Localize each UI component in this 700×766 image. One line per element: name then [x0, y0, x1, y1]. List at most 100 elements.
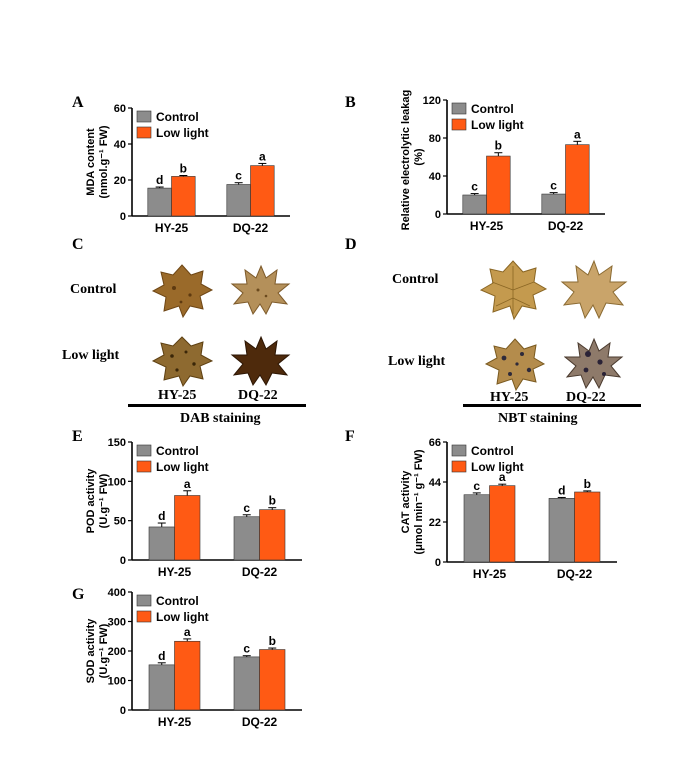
legend-swatch-a — [136, 110, 152, 123]
chart-mda-content: 0 20 40 60 MDA content(nmol.g⁻¹ FW) d b HY-25 c a… — [85, 103, 290, 235]
legend-label-g: Control — [156, 594, 199, 608]
dab-staining-label: DAB staining — [180, 411, 261, 426]
bar-b-control-hy-25 — [462, 194, 487, 215]
y-tick-label-e: 50 — [114, 516, 126, 528]
y-tick-label-f: 22 — [429, 517, 441, 529]
leaf-image-nbt-dq22-low-light — [564, 337, 624, 390]
y-axis-label-f: CAT activity(μmol min⁻¹ g⁻¹ FW) — [400, 449, 425, 554]
bar-e-low-light-hy-25 — [174, 495, 201, 561]
chart-cat-activity: 0 22 44 66 CAT activity(μmol min⁻¹ g⁻¹ FW) c a… — [400, 437, 617, 581]
leaf-image-dab-hy25-control — [151, 264, 214, 319]
y-axis-label-line: (μmol min⁻¹ g⁻¹ FW) — [413, 449, 425, 554]
nbt-col-hy25: HY-25 — [490, 390, 529, 405]
legend-swatch-e — [136, 444, 152, 457]
nbt-divider — [463, 404, 641, 407]
x-tick-label-f: HY-25 — [473, 567, 507, 581]
y-tick-label-e: 100 — [108, 476, 126, 488]
nbt-staining-label: NBT staining — [498, 411, 578, 426]
legend-label-f: Low light — [471, 460, 524, 474]
y-tick-label-b: 0 — [435, 209, 441, 221]
bar-f-control-hy-25 — [463, 494, 490, 563]
leaf-image-dab-hy25-low-light — [151, 336, 214, 388]
legend-label-e: Low light — [156, 460, 209, 474]
y-tick-label-a: 40 — [114, 139, 126, 151]
nbt-row-low-light: Low light — [388, 354, 446, 369]
y-tick-label-e: 0 — [120, 555, 126, 567]
legend-label-f: Control — [471, 444, 514, 458]
y-axis-label-line: (U.g⁻¹ FW) — [98, 623, 110, 678]
y-tick-label-g: 400 — [108, 587, 126, 599]
legend-label-b: Control — [471, 102, 514, 116]
chart-sod-activity: 0 100 200 300 400 SOD activity(U.g⁻¹ FW) d a HY-… — [85, 587, 302, 729]
leaf-image-nbt-hy25-low-light — [484, 338, 546, 392]
bar-g-control-dq-22 — [233, 656, 260, 711]
y-tick-label-f: 44 — [429, 477, 442, 489]
y-axis-label-line: Relative electrolytic leakage — [400, 90, 412, 230]
legend-swatch-f — [451, 460, 467, 473]
x-tick-label-b: HY-25 — [470, 219, 504, 233]
dab-divider — [128, 404, 306, 407]
legend-label-a: Low light — [156, 126, 209, 140]
bar-a-control-hy-25 — [147, 187, 172, 217]
y-axis-label-line: (nmol.g⁻¹ FW) — [98, 125, 110, 198]
y-tick-label-b: 40 — [429, 171, 441, 183]
bar-a-control-dq-22 — [226, 184, 251, 217]
y-axis-label-line: SOD activity — [85, 618, 97, 684]
significance-letter-f: d — [558, 483, 565, 497]
bar-e-low-light-dq-22 — [259, 509, 286, 561]
y-tick-label-g: 300 — [108, 617, 126, 629]
x-tick-label-g: DQ-22 — [242, 715, 278, 729]
y-tick-label-b: 120 — [423, 95, 441, 107]
y-axis-label-line: CAT activity — [400, 470, 412, 534]
legend-label-g: Low light — [156, 610, 209, 624]
bar-b-low-light-hy-25 — [486, 155, 511, 215]
x-tick-label-f: DQ-22 — [557, 567, 593, 581]
bar-f-low-light-dq-22 — [574, 491, 601, 563]
significance-letter-a: a — [259, 149, 266, 163]
y-axis-label-e: POD activity(U.g⁻¹ FW) — [85, 468, 110, 534]
x-tick-label-a: DQ-22 — [233, 221, 269, 235]
significance-letter-g: a — [184, 625, 191, 639]
significance-letter-b: c — [471, 180, 478, 194]
significance-letter-b: b — [495, 139, 502, 153]
bar-a-low-light-hy-25 — [171, 176, 196, 217]
significance-letter-e: b — [269, 494, 276, 508]
dab-col-hy25: HY-25 — [158, 388, 197, 403]
significance-letter-b: c — [550, 179, 557, 193]
bar-g-low-light-dq-22 — [259, 649, 286, 711]
leaf-image-dab-dq22-low-light — [230, 335, 291, 387]
bar-f-low-light-hy-25 — [489, 485, 516, 563]
significance-letter-e: d — [158, 509, 165, 523]
bar-e-control-dq-22 — [233, 516, 260, 561]
y-tick-label-e: 150 — [108, 437, 126, 449]
bar-f-control-dq-22 — [548, 498, 575, 563]
panel-label-d: D — [345, 236, 357, 253]
y-tick-label-a: 20 — [114, 175, 126, 187]
legend-label-e: Control — [156, 444, 199, 458]
y-tick-label-g: 0 — [120, 705, 126, 717]
y-axis-label-a: MDA content(nmol.g⁻¹ FW) — [85, 125, 110, 198]
y-tick-label-a: 60 — [114, 103, 126, 115]
y-tick-label-f: 0 — [435, 557, 441, 569]
bar-e-control-hy-25 — [148, 526, 175, 561]
panel-label-a: A — [72, 94, 84, 111]
legend-label-b: Low light — [471, 118, 524, 132]
x-tick-label-e: HY-25 — [158, 565, 192, 579]
y-tick-label-b: 80 — [429, 133, 441, 145]
significance-letter-b: a — [574, 127, 581, 141]
y-tick-label-f: 66 — [429, 437, 441, 449]
significance-letter-a: d — [156, 173, 163, 187]
legend-swatch-a — [136, 126, 152, 139]
dab-row-control: Control — [70, 282, 117, 297]
bar-a-low-light-dq-22 — [250, 165, 275, 217]
y-axis-label-b: Relative electrolytic leakage(%) — [400, 90, 425, 230]
significance-letter-g: b — [269, 634, 276, 648]
panel-label-f: F — [345, 428, 355, 445]
significance-letter-a: b — [180, 162, 187, 176]
leaf-image-nbt-hy25-control — [479, 260, 548, 321]
y-tick-label-g: 200 — [108, 646, 126, 658]
chart-pod-activity: 0 50 100 150 POD activity(U.g⁻¹ FW) d a HY-25 c b… — [85, 437, 302, 579]
significance-letter-g: d — [158, 649, 165, 663]
bar-g-low-light-hy-25 — [174, 640, 201, 711]
